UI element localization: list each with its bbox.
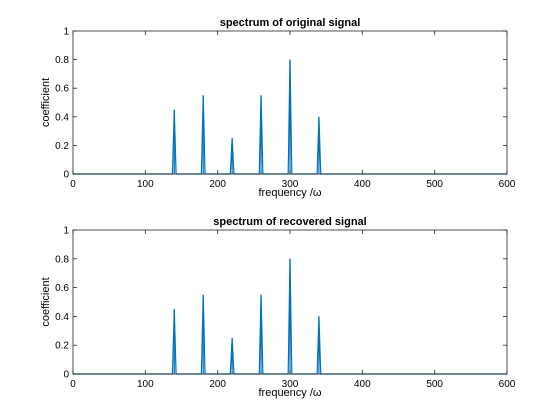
x-tick-label: 0 (70, 179, 76, 190)
x-tick-label: 500 (426, 179, 443, 190)
y-tick-label: 0.2 (55, 341, 69, 352)
y-tick-label: 0.2 (55, 141, 69, 152)
x-tick-label: 400 (354, 179, 371, 190)
x-tick-label: 400 (354, 379, 371, 390)
y-tick-label: 0.4 (55, 312, 69, 323)
y-tick-label: 0.4 (55, 112, 69, 123)
x-tick-label: 300 (282, 379, 299, 390)
y-axis-label: coefficient (40, 78, 52, 127)
y-tick-label: 0.8 (55, 254, 69, 265)
chart-title: spectrum of original signal (220, 17, 361, 29)
chart-title: spectrum of recovered signal (213, 216, 366, 228)
x-tick-label: 100 (137, 179, 154, 190)
subplot-2: 0 100 200 300 400 500 600 0 0.2 0.4 0.6 0.8 1 spectru… (40, 216, 516, 399)
x-tick-label: 200 (209, 379, 226, 390)
x-tick-label: 200 (209, 179, 226, 190)
x-axis-label: frequency /ω (258, 387, 321, 399)
y-tick-label: 1 (63, 226, 69, 237)
y-tick-label: 0.6 (55, 283, 69, 294)
subplot-1: 0 100 200 300 400 500 600 0 0.2 0.4 0.6 0.8 1 spectru… (40, 17, 516, 199)
y-tick-label: 0.6 (55, 84, 69, 95)
y-tick-label: 0 (63, 370, 69, 381)
x-tick-label: 500 (426, 379, 443, 390)
x-axis-label: frequency /ω (258, 187, 321, 199)
x-tick-label: 100 (137, 379, 154, 390)
x-tick-label: 300 (282, 179, 299, 190)
y-tick-label: 1 (63, 27, 69, 38)
y-tick-label: 0 (63, 170, 69, 181)
x-tick-label: 0 (70, 379, 76, 390)
x-tick-label: 600 (499, 179, 516, 190)
x-tick-label: 600 (499, 379, 516, 390)
y-tick-label: 0.8 (55, 55, 69, 66)
y-axis-label: coefficient (40, 277, 52, 326)
